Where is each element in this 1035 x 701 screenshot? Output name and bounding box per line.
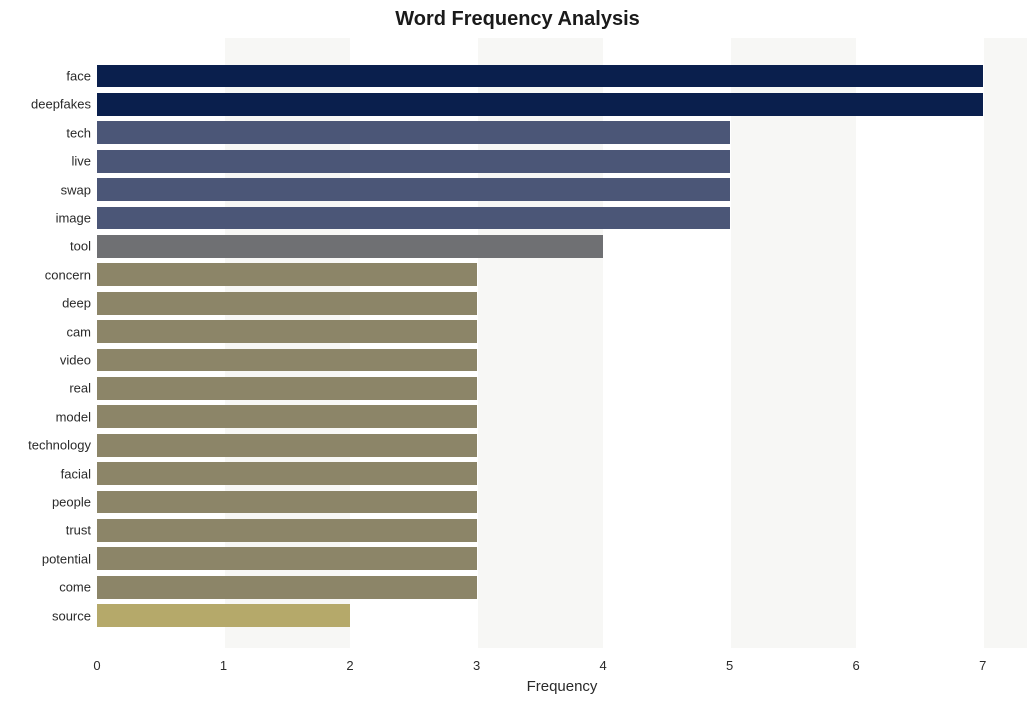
y-axis-label: trust — [66, 523, 97, 538]
bar — [97, 377, 477, 400]
bar — [97, 235, 603, 258]
y-axis-label: concern — [45, 267, 97, 282]
bar — [97, 349, 477, 372]
bar — [97, 434, 477, 457]
bar — [97, 519, 477, 542]
bar — [97, 65, 983, 88]
y-axis-label: cam — [66, 324, 97, 339]
bar — [97, 178, 730, 201]
y-axis-label: real — [69, 381, 97, 396]
x-tick-label: 1 — [220, 658, 227, 673]
x-axis-title: Frequency — [527, 678, 598, 695]
plot-area: facedeepfakestechliveswapimagetoolconcer… — [97, 38, 1027, 648]
x-tick-label: 7 — [979, 658, 986, 673]
bar — [97, 93, 983, 116]
chart-container: Word Frequency Analysis facedeepfakestec… — [0, 0, 1035, 701]
x-tick-label: 6 — [853, 658, 860, 673]
y-axis-label: source — [52, 608, 97, 623]
bar — [97, 263, 477, 286]
y-axis-label: deepfakes — [31, 97, 97, 112]
grid-band — [856, 38, 983, 648]
bar — [97, 207, 730, 230]
x-tick-label: 0 — [93, 658, 100, 673]
bar — [97, 150, 730, 173]
y-axis-label: facial — [61, 466, 97, 481]
y-axis-label: potential — [42, 551, 97, 566]
bar — [97, 320, 477, 343]
x-tick-label: 4 — [599, 658, 606, 673]
y-axis-label: swap — [61, 182, 97, 197]
x-tick-label: 5 — [726, 658, 733, 673]
x-tick-label: 2 — [346, 658, 353, 673]
grid-line — [983, 38, 984, 648]
grid-line — [730, 38, 731, 648]
y-axis-label: live — [71, 154, 97, 169]
y-axis-label: tech — [66, 125, 97, 140]
bar — [97, 604, 350, 627]
y-axis-label: come — [59, 580, 97, 595]
y-axis-label: deep — [62, 296, 97, 311]
y-axis-label: technology — [28, 438, 97, 453]
bar — [97, 121, 730, 144]
y-axis-label: model — [56, 409, 97, 424]
bar — [97, 547, 477, 570]
bar — [97, 462, 477, 485]
bar — [97, 405, 477, 428]
x-tick-label: 3 — [473, 658, 480, 673]
chart-title: Word Frequency Analysis — [0, 8, 1035, 31]
bar — [97, 292, 477, 315]
y-axis-label: image — [56, 211, 97, 226]
y-axis-label: people — [52, 495, 97, 510]
bar — [97, 576, 477, 599]
y-axis-label: tool — [70, 239, 97, 254]
bar — [97, 491, 477, 514]
y-axis-label: video — [60, 353, 97, 368]
y-axis-label: face — [66, 69, 97, 84]
